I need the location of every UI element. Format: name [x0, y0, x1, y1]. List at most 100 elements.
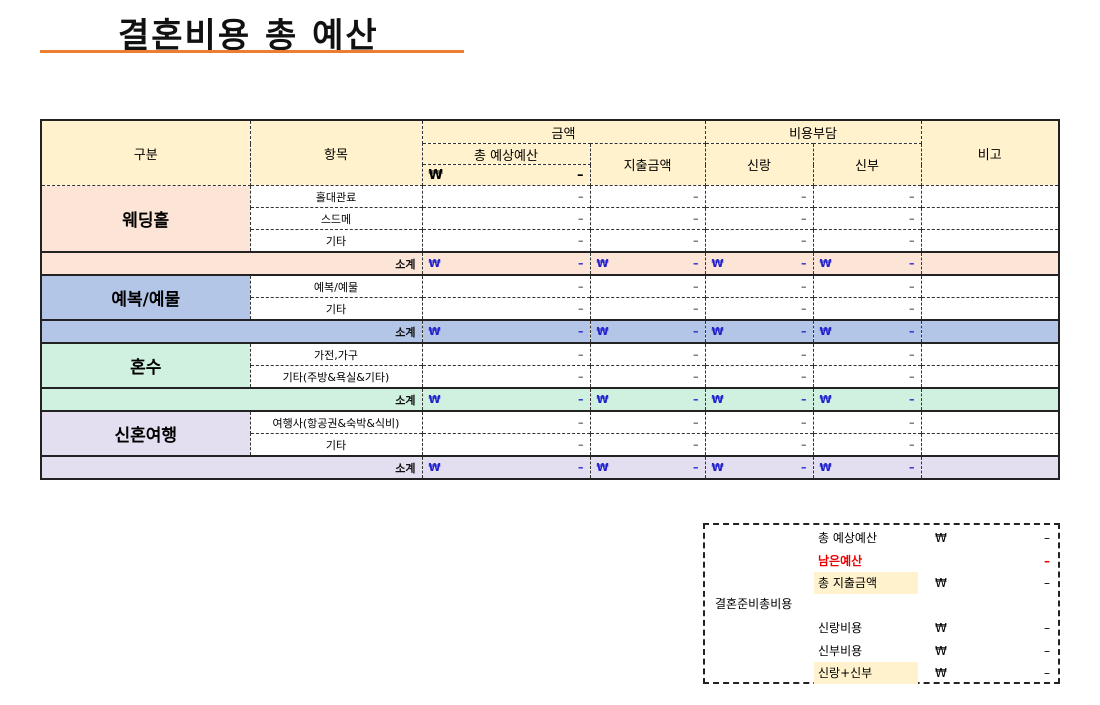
- table-row: 웨딩홀 홀대관료 – – – –: [40, 185, 1060, 253]
- summary-row: 총 지출금액 ₩ –: [814, 572, 1050, 594]
- subtotal-cell: ₩ –: [812, 455, 922, 480]
- category-cell: 신혼여행: [40, 410, 251, 457]
- amount-cell[interactable]: –: [812, 342, 922, 366]
- subtotal-cell: ₩ –: [704, 387, 814, 412]
- note-cell[interactable]: [920, 207, 1060, 230]
- summary-row-value: –: [1044, 643, 1050, 658]
- amount-cell[interactable]: –: [589, 229, 706, 253]
- item-cell: 기타: [249, 297, 423, 321]
- subtotal-cell: ₩ –: [812, 319, 922, 344]
- amount-cell[interactable]: –: [704, 365, 814, 389]
- won-symbol: ₩: [935, 576, 947, 590]
- amount-cell[interactable]: –: [812, 229, 922, 253]
- amount-cell[interactable]: –: [589, 342, 706, 366]
- amount-cell[interactable]: –: [704, 207, 814, 230]
- subtotal-row: 소계 ₩ – ₩ – ₩ – ₩ –: [40, 319, 1060, 344]
- subtotal-cell: ₩ –: [589, 387, 706, 412]
- table-row: 예복/예물 예복/예물 – – – –: [40, 274, 1060, 321]
- amount-cell[interactable]: –: [421, 433, 591, 457]
- header-total-budget: 총 예상예산: [421, 143, 591, 165]
- note-cell[interactable]: [920, 185, 1060, 208]
- amount-cell[interactable]: –: [812, 433, 922, 457]
- won-symbol: ₩: [935, 643, 947, 658]
- amount-cell[interactable]: –: [812, 365, 922, 389]
- note-cell[interactable]: [920, 410, 1060, 434]
- amount-cell[interactable]: –: [812, 185, 922, 208]
- subtotal-cell: ₩ –: [589, 251, 706, 276]
- header-spent: 지출금액: [589, 143, 706, 186]
- amount-cell[interactable]: –: [812, 207, 922, 230]
- amount-cell[interactable]: –: [812, 297, 922, 321]
- summary-row-label: 신랑+신부: [814, 662, 918, 684]
- summary-row-value: –: [1044, 666, 1050, 680]
- subtotal-cell: ₩ –: [421, 455, 591, 480]
- total-budget-input[interactable]: ₩ –: [421, 164, 591, 186]
- amount-cell[interactable]: –: [589, 410, 706, 434]
- summary-row: 신랑+신부 ₩ –: [814, 662, 1050, 684]
- category-cell: 예복/예물: [40, 274, 251, 321]
- subtotal-label: 소계: [40, 455, 423, 480]
- note-cell[interactable]: [920, 229, 1060, 253]
- summary-row: [814, 595, 1050, 617]
- amount-cell[interactable]: –: [421, 297, 591, 321]
- subtotal-note: [920, 251, 1060, 276]
- amount-cell[interactable]: –: [421, 342, 591, 366]
- item-cell: 홀대관료: [249, 185, 423, 208]
- amount-cell[interactable]: –: [421, 207, 591, 230]
- summary-row-label: 총 지출금액: [814, 572, 918, 594]
- subtotal-cell: ₩ –: [812, 387, 922, 412]
- item-cell: 가전,가구: [249, 342, 423, 366]
- summary-row-label: 신랑비용: [818, 621, 863, 635]
- item-cell: 예복/예물: [249, 274, 423, 298]
- amount-cell[interactable]: –: [704, 342, 814, 366]
- amount-cell[interactable]: –: [421, 410, 591, 434]
- subtotal-row: 소계 ₩ – ₩ – ₩ – ₩ –: [40, 387, 1060, 412]
- table-row: 기타 – – – –: [41, 229, 1060, 253]
- header-cost-share: 비용부담: [704, 119, 922, 144]
- summary-row-label: 남은예산: [818, 553, 863, 568]
- amount-cell[interactable]: –: [589, 365, 706, 389]
- table-row: 신혼여행 여행사(항공권&숙박&식비) – – – –: [40, 410, 1060, 457]
- amount-cell[interactable]: –: [704, 185, 814, 208]
- summary-row-value: –: [1044, 576, 1050, 590]
- subtotal-cell: ₩ –: [589, 319, 706, 344]
- summary-row-label: 총 예상예산: [818, 531, 878, 545]
- subtotal-label: 소계: [40, 319, 423, 344]
- amount-cell[interactable]: –: [421, 185, 591, 208]
- amount-cell[interactable]: –: [812, 410, 922, 434]
- amount-cell[interactable]: –: [812, 274, 922, 298]
- amount-cell[interactable]: –: [421, 274, 591, 298]
- summary-label: 결혼준비총비용: [715, 597, 793, 611]
- amount-cell[interactable]: –: [589, 433, 706, 457]
- budget-table: 구분 항목 금액 비용부담 비고 총 예상예산 지출금액 신랑 신부 ₩ – 웨딩…: [40, 119, 1060, 480]
- summary-row: 신랑비용 ₩ –: [814, 617, 1050, 639]
- subtotal-cell: ₩ –: [421, 387, 591, 412]
- header-note: 비고: [920, 119, 1060, 186]
- amount-cell[interactable]: –: [421, 229, 591, 253]
- amount-cell[interactable]: –: [704, 229, 814, 253]
- amount-cell[interactable]: –: [589, 207, 706, 230]
- subtotal-cell: ₩ –: [704, 319, 814, 344]
- amount-cell[interactable]: –: [704, 274, 814, 298]
- amount-cell[interactable]: –: [704, 410, 814, 434]
- subtotal-cell: ₩ –: [421, 319, 591, 344]
- category-cell: 웨딩홀: [40, 185, 251, 253]
- note-cell[interactable]: [920, 433, 1060, 457]
- note-cell[interactable]: [920, 274, 1060, 298]
- note-cell[interactable]: [920, 342, 1060, 366]
- note-cell[interactable]: [920, 365, 1060, 389]
- amount-cell[interactable]: –: [704, 297, 814, 321]
- amount-cell[interactable]: –: [704, 433, 814, 457]
- subtotal-cell: ₩ –: [421, 251, 591, 276]
- item-cell: 스드메: [249, 207, 423, 230]
- table-row: 기타(주방&욕실&기타) – – – –: [41, 365, 1060, 389]
- amount-cell[interactable]: –: [421, 365, 591, 389]
- note-cell[interactable]: [920, 297, 1060, 321]
- table-row: 기타 – – – –: [41, 433, 1060, 457]
- item-cell: 기타: [249, 433, 423, 457]
- amount-cell[interactable]: –: [589, 297, 706, 321]
- summary-row: 남은예산 –: [814, 550, 1050, 572]
- subtotal-row: 소계 ₩ – ₩ – ₩ – ₩ –: [40, 251, 1060, 276]
- amount-cell[interactable]: –: [589, 274, 706, 298]
- amount-cell[interactable]: –: [589, 185, 706, 208]
